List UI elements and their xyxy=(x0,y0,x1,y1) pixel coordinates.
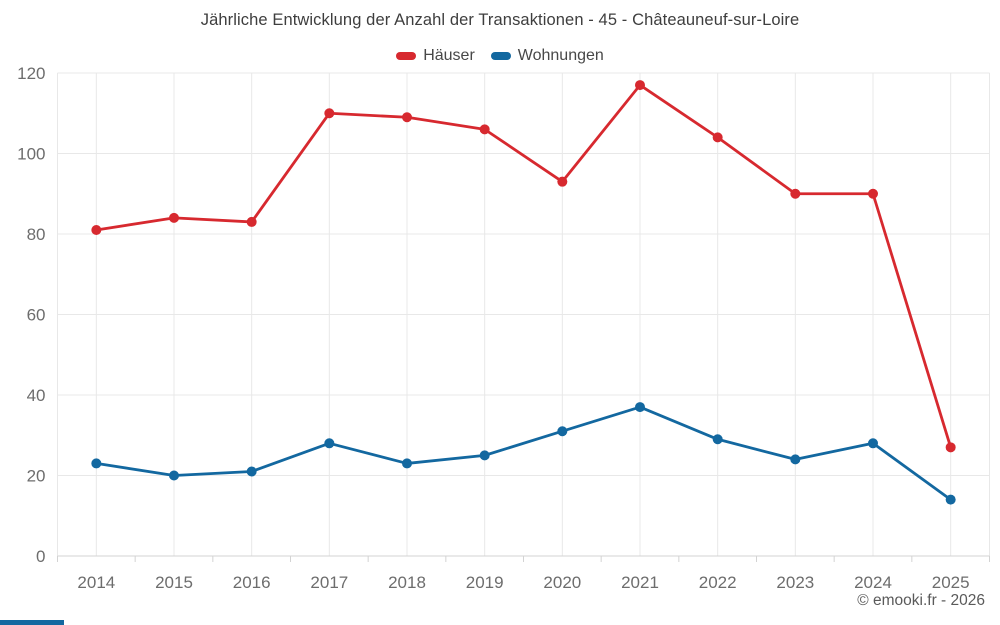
svg-text:20: 20 xyxy=(27,467,46,486)
attribution: © emooki.fr - 2026 xyxy=(857,592,985,609)
svg-text:120: 120 xyxy=(17,64,45,83)
legend: Häuser Wohnungen xyxy=(0,47,1000,65)
svg-text:2017: 2017 xyxy=(310,573,348,592)
svg-text:2014: 2014 xyxy=(77,573,115,592)
svg-text:2023: 2023 xyxy=(776,573,814,592)
svg-text:2016: 2016 xyxy=(233,573,271,592)
svg-text:2015: 2015 xyxy=(155,573,193,592)
haeuser-series-swatch-icon xyxy=(396,52,417,60)
legend-label: Wohnungen xyxy=(517,47,604,64)
svg-text:0: 0 xyxy=(36,547,45,566)
svg-text:2021: 2021 xyxy=(621,573,659,592)
svg-text:40: 40 xyxy=(27,386,46,405)
svg-text:2019: 2019 xyxy=(466,573,504,592)
svg-text:80: 80 xyxy=(27,225,46,244)
svg-text:60: 60 xyxy=(27,306,46,325)
chart-title: Jährliche Entwicklung der Anzahl der Tra… xyxy=(200,11,800,29)
legend-label: Häuser xyxy=(423,47,475,64)
svg-text:100: 100 xyxy=(17,145,45,164)
svg-text:2018: 2018 xyxy=(388,573,426,592)
svg-text:2022: 2022 xyxy=(699,573,737,592)
wohnungen-series-swatch-icon xyxy=(490,52,511,60)
legend-item-haeuser[interactable]: Häuser xyxy=(396,47,475,65)
svg-text:2024: 2024 xyxy=(854,573,892,592)
brand-bar xyxy=(0,620,64,625)
svg-text:2020: 2020 xyxy=(543,573,581,592)
svg-text:2025: 2025 xyxy=(932,573,970,592)
legend-item-wohnungen[interactable]: Wohnungen xyxy=(490,47,604,65)
